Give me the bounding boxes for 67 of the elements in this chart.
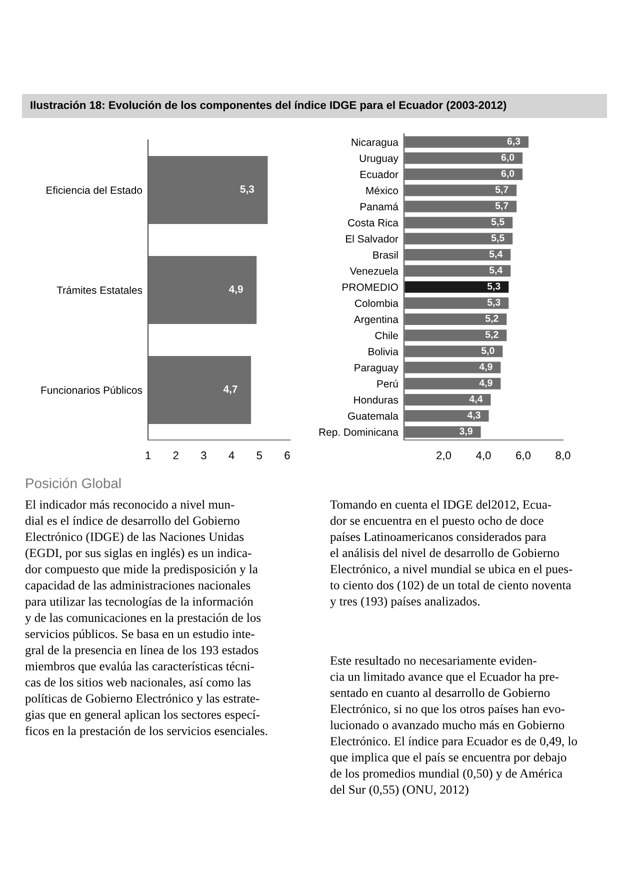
data-label: 4,9: [479, 363, 492, 372]
y-tick-label: Honduras: [354, 396, 398, 404]
y-tick-label: Guatemala: [348, 412, 398, 420]
x-tick-label: 2,0: [436, 451, 452, 461]
data-label: 5,7: [495, 186, 508, 194]
y-tick-label: Uruguay: [360, 154, 398, 164]
data-label: 5,2: [485, 331, 498, 340]
x-tick-label: 4: [228, 452, 234, 460]
y-tick-label: Argentina: [354, 315, 398, 326]
y-tick-label: Rep. Dominicana: [319, 428, 398, 438]
data-label: 5,3: [487, 298, 500, 308]
y-tick-label: Costa Rica: [348, 218, 398, 226]
bar: [404, 134, 530, 150]
data-label: 4,9: [479, 379, 492, 388]
y-tick-label: Paraguay: [354, 364, 398, 374]
text: El indicador más reconocido a nivel mun- dial es el índice de desarrollo del Gobierno Electrónico (IDGE) de las Naciones Unidas (EGDI, por sus siglas en inglés) es un indica- dor compuesto que mide la predisposición y la capacidad de las administraciones nacionales para utilizar las tecnologías de la información y de las comunicaciones en la prestación de los servicios públicos. Se basa en un estudio inte- gral de la presencia en línea de los 193 estados miembros que evalúa las características técni- cas de los sitios web nacionales, así como las políticas de Gobierno Electrónico y las estrate- gias que en general aplican los sectores especí- ficos en la prestación de los servicios esenciales.: [25, 500, 268, 738]
y-tick-label: Bolivia: [368, 348, 398, 356]
data-label: 5,5: [491, 218, 504, 227]
text: Tomando en cuenta el IDGE del2012, Ecua- dor se encuentra en el puesto ocho de doce países Latinoamericanos considerados para el análisis del nivel de desarrollo de Gobierno Electrónico, a nivel mundial se ubica en el pues- to ciento dos (102) de un total de ciento noventa y tres (193) países analizados.: [330, 500, 572, 608]
x-tick-label: 8,0: [556, 451, 570, 461]
data-label: 6,0: [501, 154, 514, 162]
data-label: 5,4: [489, 250, 503, 259]
x-tick-label: 5: [256, 452, 262, 460]
data-label: 5,3: [240, 185, 254, 194]
text: Este resultado no necesariamente eviden- cia un limitado avance que el Ecuador ha pre- sentado en cuanto al desarrollo de Gobierno Electrónico, si no que los otros países han evo- lucionado o avanzado mucho más en Gobierno Electrónico. El índice para Ecuador es de 0,49, lo que implica que el país se encuentra por debajo de los promedios mundial (0,50) y de América del Sur (0,55) (ONU, 2012): [330, 656, 577, 796]
bar: [404, 215, 514, 230]
data-label: 3,9: [460, 428, 472, 436]
y-tick-label: Colombia: [354, 299, 398, 307]
text: Posición Global: [26, 478, 121, 488]
x-tick-label: 2: [173, 451, 178, 460]
y-tick-label: Funcionarios Públicos: [41, 386, 142, 394]
x-tick-label: 6: [284, 451, 290, 460]
data-label: 5,0: [481, 347, 494, 356]
data-label: 4,3: [467, 412, 480, 420]
y-tick-label: Chile: [375, 332, 398, 340]
chart-title: Ilustración 18: Evolución de los componentes del índice IDGE para el Ecuador (2003-2012): [30, 100, 506, 112]
bar: [404, 344, 504, 359]
x-tick-label: 1: [146, 452, 151, 460]
y-tick-label: México: [366, 186, 398, 194]
y-tick-label: Ecuador: [360, 170, 398, 178]
x-tick-label: 4,0: [476, 451, 491, 461]
data-label: 6,3: [507, 138, 520, 146]
y-tick-label: Nicaragua: [352, 138, 398, 148]
bar: [404, 280, 510, 294]
data-label: 5,4: [489, 266, 503, 275]
y-tick-label: Venezuela: [350, 267, 398, 275]
y-tick-label: El Salvador: [346, 234, 398, 243]
y-tick-label: Panamá: [360, 202, 398, 210]
y-tick-label: Perú: [377, 380, 398, 388]
y-tick-label: Brasil: [373, 251, 398, 259]
bar: [404, 360, 502, 375]
data-label: 5,5: [491, 234, 504, 243]
y-tick-label: PROMEDIO: [342, 284, 398, 291]
data-label: 5,7: [495, 202, 508, 210]
data-label: 4,4: [469, 396, 483, 404]
data-label: 6,0: [501, 170, 514, 178]
bar: [404, 199, 518, 214]
bar: [404, 264, 512, 278]
data-label: 4,9: [228, 285, 243, 294]
data-label: 5,3: [487, 282, 500, 292]
data-label: 4,7: [223, 386, 238, 394]
y-tick-label: Eficiencia del Estado: [46, 186, 142, 194]
y-tick-label: Trámites Estatales: [56, 286, 142, 294]
data-label: 5,2: [485, 314, 498, 324]
bar: [404, 296, 510, 310]
x-tick-label: 6,0: [516, 451, 531, 461]
x-tick-label: 3: [201, 451, 206, 460]
